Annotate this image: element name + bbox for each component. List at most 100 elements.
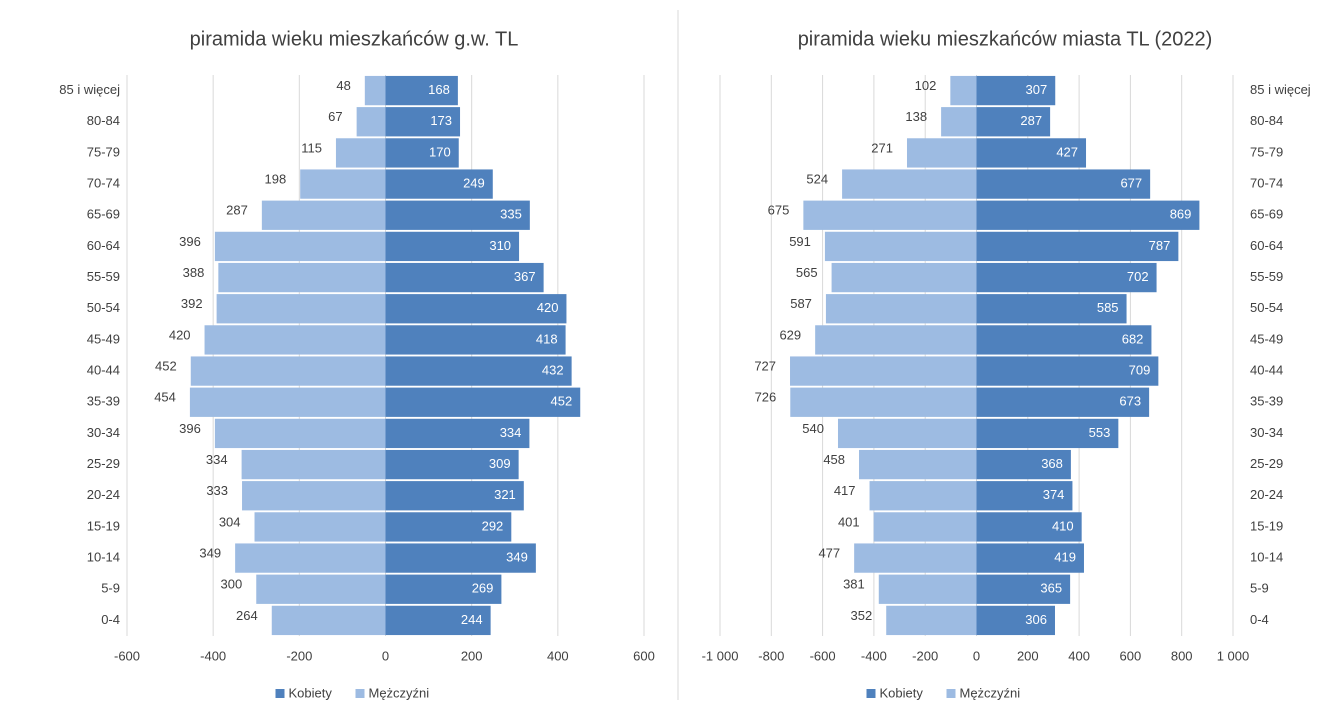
data-label: 287 (226, 203, 248, 218)
data-label: 420 (169, 327, 191, 342)
category-label: 55-59 (87, 269, 120, 284)
category-label: 5-9 (101, 581, 120, 596)
bar (886, 605, 977, 636)
category-label: 20-24 (87, 487, 120, 502)
data-label: 334 (206, 452, 228, 467)
bar (242, 481, 386, 511)
data-label: 365 (1040, 581, 1062, 596)
data-label: 418 (536, 331, 558, 346)
data-label: 709 (1129, 363, 1151, 378)
data-label: 396 (179, 421, 201, 436)
data-label: 115 (301, 140, 322, 155)
x-tick-label: 600 (1120, 648, 1142, 663)
bar (364, 75, 386, 106)
bar (950, 75, 977, 106)
bar (976, 512, 1082, 542)
data-label: 388 (183, 265, 205, 280)
bar (941, 107, 977, 137)
bar (385, 605, 491, 636)
data-label: 401 (838, 514, 860, 529)
bar (218, 262, 386, 293)
x-tick-label: 400 (1068, 648, 1090, 663)
bar (335, 138, 386, 168)
bar (385, 449, 519, 480)
bar (385, 512, 512, 542)
data-label: 677 (1120, 176, 1142, 191)
bar (976, 138, 1087, 168)
x-tick-label: 600 (633, 648, 655, 663)
data-label: 629 (779, 327, 801, 342)
data-label: 307 (1026, 82, 1048, 97)
data-label: 673 (1119, 394, 1141, 409)
data-label: 287 (1020, 113, 1042, 128)
data-label: 352 (851, 608, 873, 623)
category-label: 60-64 (87, 238, 120, 253)
bar (385, 294, 567, 324)
bar (271, 605, 386, 636)
data-label: 477 (818, 546, 840, 561)
category-label: 75-79 (1250, 144, 1283, 159)
bar (214, 418, 386, 449)
data-label: 432 (542, 363, 564, 378)
bar (190, 356, 386, 386)
category-label: 5-9 (1250, 581, 1269, 596)
bar (256, 574, 386, 604)
data-label: 427 (1056, 144, 1078, 159)
data-label: 269 (472, 581, 494, 596)
data-label: 168 (428, 82, 450, 97)
bar (790, 356, 977, 386)
data-label: 727 (754, 359, 776, 374)
bar (790, 387, 977, 417)
data-label: 591 (789, 234, 811, 249)
data-label: 321 (494, 487, 516, 502)
category-label: 45-49 (1250, 331, 1283, 346)
bar (189, 387, 386, 417)
data-label: 452 (155, 359, 177, 374)
category-label: 25-29 (1250, 456, 1283, 471)
x-tick-label: -600 (114, 648, 140, 663)
data-label: 452 (551, 394, 573, 409)
category-label: 10-14 (1250, 550, 1283, 565)
legend-label: Mężczyźni (369, 685, 430, 700)
bar (906, 138, 977, 168)
data-label: 726 (755, 390, 777, 405)
x-tick-label: -400 (200, 648, 226, 663)
data-label: 458 (823, 452, 845, 467)
bar (235, 543, 386, 573)
legend-swatch (946, 689, 956, 698)
bar (976, 107, 1051, 137)
category-label: 80-84 (87, 113, 120, 128)
bar (214, 231, 386, 262)
data-label: 374 (1043, 487, 1065, 502)
x-tick-label: 1 000 (1217, 648, 1250, 663)
data-label: 271 (871, 140, 893, 155)
data-label: 585 (1097, 300, 1119, 315)
bar (837, 418, 977, 449)
bar (385, 387, 581, 417)
legend-swatch (275, 689, 285, 698)
bar (385, 138, 459, 168)
category-label: 25-29 (87, 456, 120, 471)
category-label: 65-69 (87, 207, 120, 222)
bar (976, 574, 1071, 604)
x-tick-label: -200 (286, 648, 312, 663)
bar (976, 605, 1055, 636)
bar (825, 294, 977, 324)
legend-label: Mężczyźni (960, 685, 1021, 700)
category-label: 35-39 (1250, 394, 1283, 409)
bar (385, 543, 536, 573)
data-label: 306 (1025, 612, 1047, 627)
bar (976, 387, 1150, 417)
bar (976, 231, 1179, 262)
bar (976, 325, 1152, 355)
bar (385, 107, 461, 137)
chart-title: piramida wieku mieszkańców g.w. TL (190, 28, 519, 50)
bar (976, 543, 1084, 573)
data-label: 304 (219, 514, 241, 529)
category-label: 30-34 (1250, 425, 1283, 440)
bar (356, 107, 386, 137)
category-label: 20-24 (1250, 487, 1283, 502)
legend-label: Kobiety (289, 685, 333, 700)
bar (869, 481, 977, 511)
category-label: 0-4 (1250, 612, 1269, 627)
